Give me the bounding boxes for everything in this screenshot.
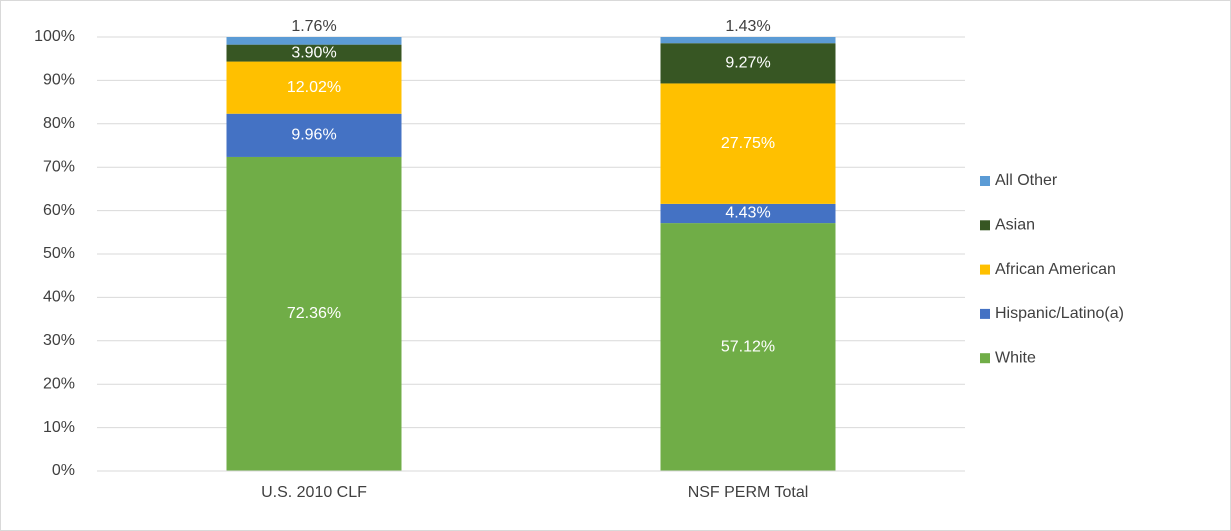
data-label: 1.43% bbox=[725, 18, 770, 35]
x-tick-label: NSF PERM Total bbox=[688, 484, 809, 501]
data-label: 4.43% bbox=[725, 205, 770, 222]
data-label: 57.12% bbox=[721, 338, 775, 355]
legend-label: White bbox=[995, 349, 1036, 366]
legend-label: All Other bbox=[995, 172, 1058, 189]
bar-segment bbox=[660, 37, 836, 44]
legend-swatch bbox=[980, 308, 990, 319]
y-tick-label: 40% bbox=[43, 289, 75, 306]
y-tick-label: 20% bbox=[43, 375, 75, 392]
data-label: 1.76% bbox=[291, 18, 336, 35]
y-tick-label: 0% bbox=[52, 462, 75, 479]
data-label: 27.75% bbox=[721, 135, 775, 152]
bar-segment bbox=[226, 113, 402, 157]
bar-segment bbox=[226, 37, 402, 45]
bar-segment bbox=[660, 223, 836, 471]
bar-segment bbox=[226, 156, 402, 472]
x-tick-label: U.S. 2010 CLF bbox=[261, 484, 367, 501]
data-label: 9.27% bbox=[725, 55, 770, 72]
legend-label: Hispanic/Latino(a) bbox=[995, 305, 1124, 322]
bar-segment bbox=[660, 203, 836, 224]
legend-swatch bbox=[980, 353, 990, 364]
data-label: 12.02% bbox=[287, 79, 341, 96]
legend-label: Asian bbox=[995, 217, 1035, 234]
legend-label: African American bbox=[995, 261, 1116, 278]
data-label: 72.36% bbox=[287, 305, 341, 322]
y-tick-label: 80% bbox=[43, 115, 75, 132]
bar-segment bbox=[660, 83, 836, 204]
y-tick-label: 100% bbox=[34, 28, 75, 45]
data-label: 3.90% bbox=[291, 44, 336, 61]
legend-swatch bbox=[980, 264, 990, 275]
y-tick-label: 60% bbox=[43, 202, 75, 219]
legend-swatch bbox=[980, 220, 990, 231]
bar-segment bbox=[660, 43, 836, 84]
bar-segment bbox=[226, 61, 402, 114]
y-tick-label: 10% bbox=[43, 419, 75, 436]
y-tick-label: 70% bbox=[43, 158, 75, 175]
data-label: 9.96% bbox=[291, 127, 336, 144]
y-tick-label: 50% bbox=[43, 245, 75, 262]
bar-segment bbox=[226, 44, 402, 62]
y-tick-label: 90% bbox=[43, 72, 75, 89]
legend-swatch bbox=[980, 176, 990, 186]
y-tick-label: 30% bbox=[43, 332, 75, 349]
